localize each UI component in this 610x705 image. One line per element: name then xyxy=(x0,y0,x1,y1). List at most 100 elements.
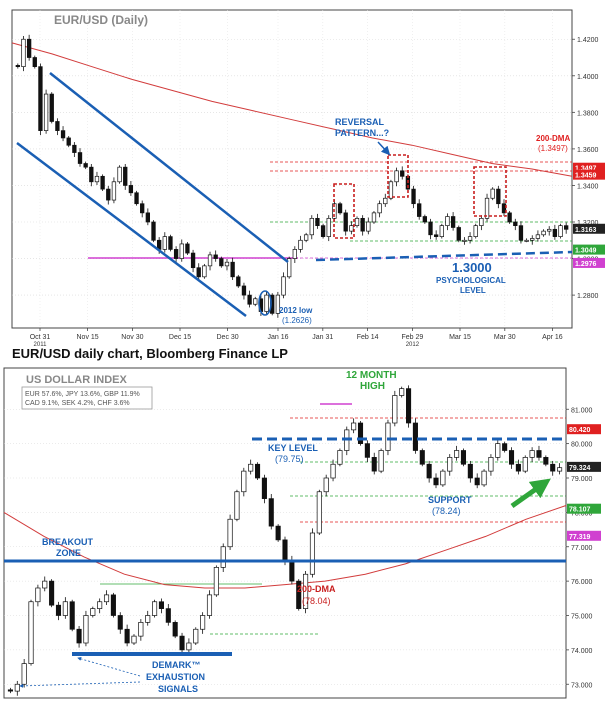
y-tick-label: 1.2800 xyxy=(577,293,599,300)
y-tick-label: 80.000 xyxy=(571,442,593,449)
x-tick-year: 2011 xyxy=(34,342,48,348)
x-tick-label: Mar 15 xyxy=(449,334,471,341)
candle-body xyxy=(145,212,151,223)
price-tag xyxy=(573,257,605,268)
candle-body xyxy=(309,532,316,575)
candle-body xyxy=(123,166,128,186)
dxy-dma-value: (78.04) xyxy=(302,596,331,606)
y-tick-label: 81.000 xyxy=(571,407,593,414)
x-tick-year: 2012 xyxy=(406,342,420,348)
candle-body xyxy=(227,518,233,548)
price-tag-label: 1.3163 xyxy=(575,227,597,234)
candle-body xyxy=(128,185,134,194)
eurusd-candles xyxy=(15,34,569,318)
candle-body xyxy=(473,225,478,237)
candle-body xyxy=(412,422,418,451)
dxy-title: US DOLLAR INDEX xyxy=(26,374,128,386)
candle-body xyxy=(315,217,320,227)
candle-body xyxy=(552,228,558,237)
x-tick-label: Feb 14 xyxy=(357,334,379,341)
price-tag-label: 1.2976 xyxy=(575,261,597,268)
candle-body xyxy=(495,443,501,458)
candle-body xyxy=(488,457,494,472)
candle-body xyxy=(275,525,281,541)
dxy-price-tags: 80.420 79.324 78.107 77.319 xyxy=(567,424,601,541)
candle-body xyxy=(224,261,230,267)
eurusd-title: EUR/USD (Daily) xyxy=(54,13,148,27)
demark-pointer-2 xyxy=(19,681,141,688)
candle-body xyxy=(172,622,178,637)
candle-body xyxy=(474,477,480,486)
psych-level-label-line1: PSYCHOLOGICAL xyxy=(436,276,506,285)
candle-body xyxy=(392,395,398,424)
candle-body xyxy=(460,450,467,465)
12-month-high-line2: HIGH xyxy=(360,381,385,392)
psychological-level-line xyxy=(315,250,573,262)
candle-body xyxy=(287,258,292,278)
candle-body xyxy=(152,601,158,616)
y-tick-label: 79.000 xyxy=(571,476,593,483)
candle-body xyxy=(564,225,569,230)
x-tick-label: Dec 15 xyxy=(169,334,191,341)
candle-body xyxy=(100,175,105,190)
candle-body xyxy=(467,236,473,241)
price-tag-label: 78.107 xyxy=(569,507,591,514)
candle-body xyxy=(253,298,258,305)
reversal-label-line2: PATTERN...? xyxy=(335,128,389,138)
candle-body xyxy=(190,252,196,269)
y-tick-label: 76.000 xyxy=(571,579,593,586)
candle-body xyxy=(213,567,219,596)
candle-body xyxy=(501,203,507,214)
candle-body xyxy=(445,216,450,227)
candle-body xyxy=(433,477,439,486)
support-label: SUPPORT xyxy=(428,495,472,505)
candle-body xyxy=(89,166,94,183)
12-month-high-line1: 12 MONTH xyxy=(346,370,397,381)
price-tag-label: 1.3459 xyxy=(575,173,597,180)
candle-body xyxy=(131,635,137,644)
candle-body xyxy=(158,601,164,609)
candle-body xyxy=(440,470,446,486)
candle-body xyxy=(558,225,563,237)
candle-body xyxy=(456,227,461,241)
candle-body xyxy=(496,188,501,205)
candle-body xyxy=(513,221,518,227)
price-tag xyxy=(567,424,601,435)
candle-body xyxy=(193,628,199,644)
channel-upper-line xyxy=(49,72,289,263)
candle-body xyxy=(535,234,541,239)
candle-body xyxy=(447,457,453,472)
candle-body xyxy=(550,463,556,472)
reversal-box-3 xyxy=(473,166,507,217)
candle-body xyxy=(15,65,20,68)
candle-body xyxy=(55,604,62,616)
candle-body xyxy=(406,388,412,424)
candle-body xyxy=(298,239,303,250)
candle-body xyxy=(179,635,185,651)
price-tag-label: 80.420 xyxy=(569,427,591,434)
candle-body xyxy=(536,450,542,458)
price-tag-label: 1.3049 xyxy=(575,248,597,255)
y-tick-label: 1.4200 xyxy=(577,37,599,44)
y-tick-label: 1.3200 xyxy=(577,220,599,227)
candle-body xyxy=(111,181,117,201)
candle-body xyxy=(173,249,179,259)
candle-body xyxy=(529,450,535,458)
candle-body xyxy=(323,477,329,493)
candle-body xyxy=(76,628,82,644)
x-tick-label: Jan 16 xyxy=(267,334,288,341)
eurusd-plot-frame xyxy=(11,9,573,329)
candle-body xyxy=(467,463,473,479)
candle-body xyxy=(110,594,116,616)
candle-body xyxy=(366,221,371,232)
candle-body xyxy=(309,217,314,236)
candle-body xyxy=(439,225,444,237)
candle-body xyxy=(134,192,139,205)
candle-body xyxy=(26,38,32,58)
candle-body xyxy=(357,422,364,444)
dxy-weights-line2: CAD 9.1%, SEK 4.2%, CHF 3.6% xyxy=(25,400,130,407)
candle-body xyxy=(388,181,394,199)
2012-low-circle xyxy=(258,290,272,316)
candle-body xyxy=(230,261,235,278)
x-tick-label: Mar 30 xyxy=(494,334,516,341)
